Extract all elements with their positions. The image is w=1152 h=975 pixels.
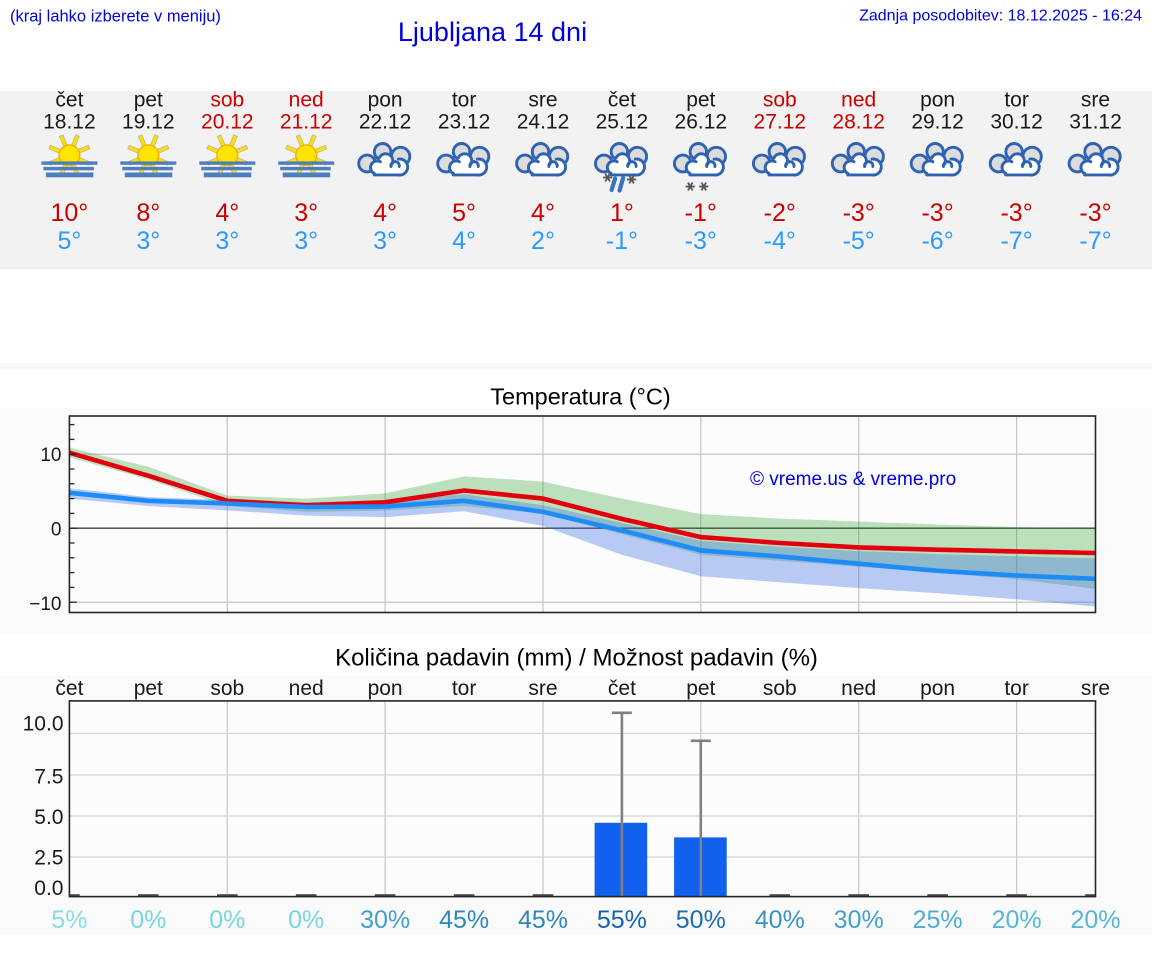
svg-text:25%: 25% — [913, 906, 963, 934]
svg-text:Ljubljana 14 dni: Ljubljana 14 dni — [398, 17, 587, 47]
svg-text:30%: 30% — [360, 906, 410, 934]
svg-text:10: 10 — [40, 445, 61, 466]
svg-text:0%: 0% — [288, 906, 324, 934]
svg-text:-7°: -7° — [1000, 227, 1032, 255]
svg-text:0%: 0% — [209, 906, 245, 934]
svg-text:4°: 4° — [531, 199, 555, 227]
svg-text:pon: pon — [920, 89, 955, 112]
svg-text:5%: 5% — [51, 906, 87, 934]
svg-text:20%: 20% — [992, 906, 1042, 934]
svg-text:0%: 0% — [130, 906, 166, 934]
svg-text:tor: tor — [452, 89, 477, 112]
svg-text:0.0: 0.0 — [34, 877, 63, 900]
svg-text:30%: 30% — [834, 906, 884, 934]
svg-text:4°: 4° — [452, 227, 476, 255]
svg-text:sre: sre — [528, 677, 557, 700]
svg-text:čet: čet — [55, 677, 83, 700]
svg-text:-1°: -1° — [606, 227, 638, 255]
svg-text:24.12: 24.12 — [517, 111, 570, 134]
svg-text:tor: tor — [1004, 677, 1029, 700]
svg-text:-6°: -6° — [921, 227, 953, 255]
svg-text:5.0: 5.0 — [34, 806, 63, 829]
svg-text:10.0: 10.0 — [23, 713, 64, 736]
svg-text:3°: 3° — [215, 227, 239, 255]
svg-text:-3°: -3° — [685, 227, 717, 255]
svg-text:−10: −10 — [29, 594, 61, 615]
svg-text:čet: čet — [55, 89, 83, 112]
svg-text:21.12: 21.12 — [280, 111, 333, 134]
svg-text:sre: sre — [1081, 677, 1110, 700]
svg-text:7.5: 7.5 — [34, 766, 63, 789]
svg-text:-3°: -3° — [1079, 199, 1111, 227]
svg-text:čet: čet — [608, 677, 636, 700]
svg-text:sob: sob — [210, 89, 244, 112]
svg-text:5°: 5° — [452, 199, 476, 227]
svg-text:10°: 10° — [50, 199, 88, 227]
svg-text:ned: ned — [841, 677, 876, 700]
svg-text:sre: sre — [1081, 89, 1110, 112]
svg-text:19.12: 19.12 — [122, 111, 175, 134]
svg-text:31.12: 31.12 — [1069, 111, 1122, 134]
svg-text:Zadnja posodobitev: 18.12.2025: Zadnja posodobitev: 18.12.2025 - 16:24 — [859, 8, 1142, 25]
svg-text:ned: ned — [289, 677, 324, 700]
svg-text:-2°: -2° — [764, 199, 796, 227]
svg-text:pet: pet — [686, 89, 715, 112]
svg-text:3°: 3° — [294, 227, 318, 255]
svg-text:3°: 3° — [373, 227, 397, 255]
svg-text:22.12: 22.12 — [359, 111, 412, 134]
svg-text:-3°: -3° — [1000, 199, 1032, 227]
svg-text:-3°: -3° — [921, 199, 953, 227]
svg-text:-7°: -7° — [1079, 227, 1111, 255]
svg-text:-1°: -1° — [685, 199, 717, 227]
svg-text:45%: 45% — [518, 906, 568, 934]
svg-text:2.5: 2.5 — [34, 847, 63, 870]
svg-text:pet: pet — [134, 89, 163, 112]
svg-text:sob: sob — [763, 677, 797, 700]
svg-text:sob: sob — [210, 677, 244, 700]
svg-text:Količina padavin (mm) / Možnos: Količina padavin (mm) / Možnost padavin … — [335, 645, 818, 672]
svg-text:1°: 1° — [610, 199, 634, 227]
svg-text:25.12: 25.12 — [596, 111, 649, 134]
svg-text:© vreme.us & vreme.pro: © vreme.us & vreme.pro — [750, 469, 956, 490]
svg-text:3°: 3° — [294, 199, 318, 227]
svg-text:Temperatura (°C): Temperatura (°C) — [490, 384, 670, 410]
svg-text:4°: 4° — [215, 199, 239, 227]
svg-text:20%: 20% — [1070, 906, 1120, 934]
svg-text:18.12: 18.12 — [43, 111, 96, 134]
svg-text:55%: 55% — [597, 906, 647, 934]
svg-text:-3°: -3° — [843, 199, 875, 227]
svg-text:3°: 3° — [136, 227, 160, 255]
svg-text:(kraj lahko izberete v meniju): (kraj lahko izberete v meniju) — [10, 8, 221, 26]
svg-text:2°: 2° — [531, 227, 555, 255]
svg-text:4°: 4° — [373, 199, 397, 227]
svg-text:ned: ned — [289, 89, 324, 112]
svg-text:29.12: 29.12 — [911, 111, 964, 134]
svg-text:pet: pet — [686, 677, 715, 700]
svg-text:8°: 8° — [136, 199, 160, 227]
svg-text:pon: pon — [368, 89, 403, 112]
svg-text:23.12: 23.12 — [438, 111, 491, 134]
svg-text:tor: tor — [452, 677, 477, 700]
svg-text:0: 0 — [51, 520, 62, 541]
svg-text:pon: pon — [368, 677, 403, 700]
svg-text:45%: 45% — [439, 906, 489, 934]
svg-text:-4°: -4° — [764, 227, 796, 255]
svg-text:30.12: 30.12 — [990, 111, 1043, 134]
svg-text:pon: pon — [920, 677, 955, 700]
svg-text:26.12: 26.12 — [675, 111, 728, 134]
svg-text:čet: čet — [608, 89, 636, 112]
svg-text:ned: ned — [841, 89, 876, 112]
svg-text:-5°: -5° — [843, 227, 875, 255]
svg-text:pet: pet — [134, 677, 163, 700]
svg-text:5°: 5° — [57, 227, 81, 255]
svg-text:40%: 40% — [755, 906, 805, 934]
svg-text:27.12: 27.12 — [754, 111, 807, 134]
svg-text:sob: sob — [763, 89, 797, 112]
svg-text:50%: 50% — [676, 906, 726, 934]
svg-text:20.12: 20.12 — [201, 111, 254, 134]
svg-text:tor: tor — [1004, 89, 1029, 112]
svg-text:sre: sre — [528, 89, 557, 112]
svg-text:28.12: 28.12 — [832, 111, 885, 134]
